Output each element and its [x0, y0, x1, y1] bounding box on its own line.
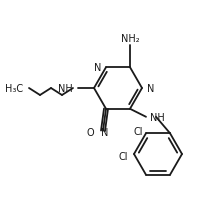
Text: N: N [101, 127, 109, 137]
Text: Cl: Cl [133, 127, 143, 137]
Text: NH₂: NH₂ [121, 34, 139, 44]
Text: N: N [94, 63, 101, 73]
Text: Cl: Cl [118, 151, 128, 161]
Text: NH: NH [58, 84, 73, 94]
Text: NH: NH [150, 112, 165, 122]
Text: H₃C: H₃C [5, 84, 23, 94]
Text: N: N [147, 84, 154, 94]
Text: O: O [86, 127, 94, 137]
